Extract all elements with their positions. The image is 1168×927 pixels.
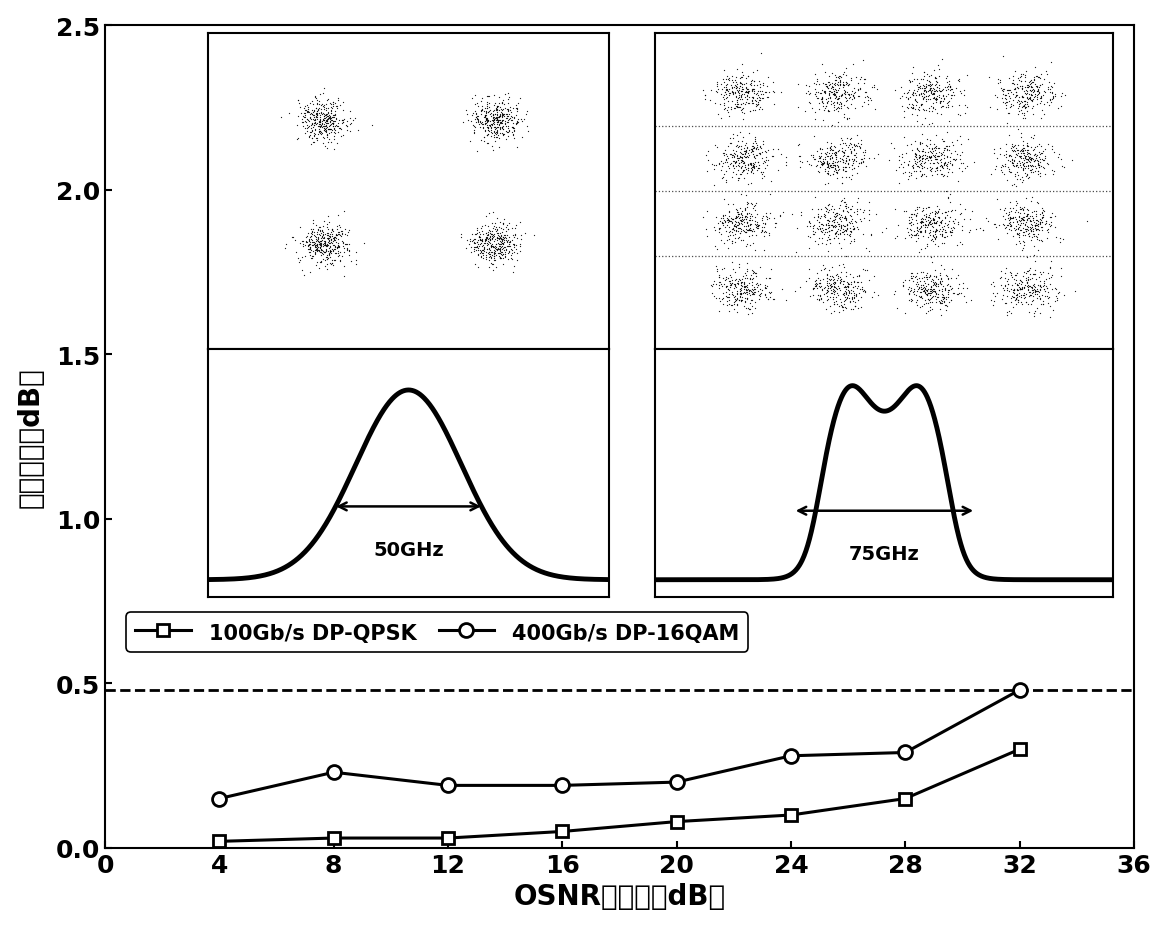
Line: 400Gb/s DP-16QAM: 400Gb/s DP-16QAM	[213, 683, 1027, 806]
100Gb/s DP-QPSK	[669, 816, 683, 827]
Y-axis label: 监测误差（dB）: 监测误差（dB）	[16, 367, 44, 507]
400Gb/s DP-16QAM	[442, 780, 456, 791]
X-axis label: OSNR实际値（dB）: OSNR实际値（dB）	[514, 883, 725, 910]
100Gb/s DP-QPSK	[327, 832, 341, 844]
Line: 100Gb/s DP-QPSK: 100Gb/s DP-QPSK	[213, 743, 1026, 847]
400Gb/s DP-16QAM	[213, 794, 227, 805]
100Gb/s DP-QPSK	[213, 836, 227, 847]
400Gb/s DP-16QAM	[327, 767, 341, 778]
100Gb/s DP-QPSK	[898, 794, 912, 805]
Legend: 100Gb/s DP-QPSK, 400Gb/s DP-16QAM: 100Gb/s DP-QPSK, 400Gb/s DP-16QAM	[126, 613, 748, 652]
400Gb/s DP-16QAM	[669, 777, 683, 788]
100Gb/s DP-QPSK	[784, 809, 798, 820]
400Gb/s DP-16QAM	[1013, 685, 1027, 696]
400Gb/s DP-16QAM	[555, 780, 569, 791]
100Gb/s DP-QPSK	[1013, 743, 1027, 755]
100Gb/s DP-QPSK	[442, 832, 456, 844]
400Gb/s DP-16QAM	[898, 747, 912, 758]
100Gb/s DP-QPSK	[555, 826, 569, 837]
400Gb/s DP-16QAM	[784, 750, 798, 761]
